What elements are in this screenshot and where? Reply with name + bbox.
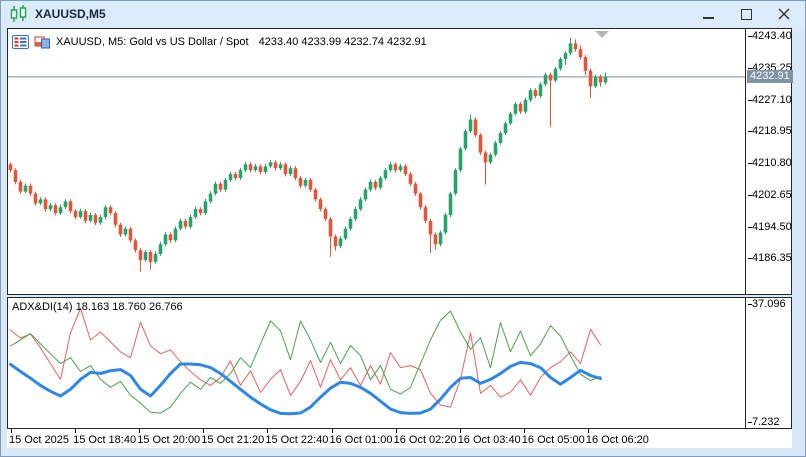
symbol-description: XAUUSD, M5: Gold vs US Dollar / Spot: [56, 36, 249, 48]
indicator-axis[interactable]: 37.096 7.232: [746, 298, 791, 428]
candlestick-chart-icon: [10, 5, 27, 22]
quotes-icon[interactable]: [12, 35, 29, 49]
price-chart-panel: XAUUSD, M5: Gold vs US Dollar / Spot 423…: [7, 28, 793, 295]
indicator-label: ADX&DI(14) 18.163 18.760 26.766: [12, 301, 183, 313]
time-tick: [267, 429, 269, 433]
time-tick: [395, 429, 397, 433]
time-tick-label: 16 Oct 01:00: [329, 434, 393, 446]
charts-icon[interactable]: [34, 35, 51, 49]
indicator-series-ADX: [9, 360, 602, 416]
ohlc-values: 4233.40 4233.99 4232.74 4232.91: [258, 36, 427, 48]
price-tick-label: 4210.80: [748, 157, 792, 170]
time-tick-label: 15 Oct 20:00: [137, 434, 201, 446]
indicator-series--DI: [10, 307, 601, 408]
time-tick-label: 15 Oct 21:20: [201, 434, 265, 446]
time-tick: [459, 429, 461, 433]
indicator-tick-label: 7.232: [748, 415, 780, 428]
window-title: XAUUSD,M5: [35, 7, 106, 21]
price-tick-label: 4202.65: [748, 188, 792, 201]
price-tick-label: 4194.50: [748, 220, 792, 233]
chart-header: XAUUSD, M5: Gold vs US Dollar / Spot 423…: [12, 35, 427, 49]
time-tick: [11, 429, 12, 433]
time-tick: [331, 429, 333, 433]
price-plot-area[interactable]: XAUUSD, M5: Gold vs US Dollar / Spot 423…: [8, 29, 746, 294]
maximize-button[interactable]: [739, 7, 753, 21]
maximize-icon: [740, 8, 752, 20]
current-price-badge: 4232.91: [747, 69, 793, 83]
indicator-plot-area[interactable]: ADX&DI(14) 18.163 18.760 26.766: [8, 298, 746, 428]
price-tick-label: 4186.35: [748, 252, 792, 265]
indicator-series-+DI: [10, 310, 601, 414]
minimize-icon: [702, 16, 714, 19]
time-tick-label: 16 Oct 03:40: [457, 434, 521, 446]
time-tick: [203, 429, 205, 433]
time-axis[interactable]: 15 Oct 2025 15 Oct 18:40 15 Oct 20:00 15 Oc…: [7, 429, 792, 448]
price-tick-label: 4218.95: [748, 125, 792, 138]
close-icon: [778, 8, 790, 20]
price-tick-label: 4227.10: [748, 93, 792, 106]
indicator-panel: ADX&DI(14) 18.163 18.760 26.766 37.096 7.…: [7, 297, 792, 429]
chart-shift-marker: [595, 31, 609, 38]
time-tick-label: 15 Oct 2025: [9, 434, 69, 446]
indicator-tick-label: 37.096: [748, 298, 786, 310]
time-tick-label: 16 Oct 05:00: [521, 434, 585, 446]
time-tick: [75, 429, 77, 433]
time-tick-label: 15 Oct 18:40: [73, 434, 137, 446]
price-tick-label: 4243.40: [748, 30, 792, 42]
title-bar[interactable]: XAUUSD,M5: [1, 1, 805, 27]
time-tick-label: 16 Oct 06:20: [585, 434, 649, 446]
time-tick: [587, 429, 589, 433]
time-tick-label: 16 Oct 02:20: [393, 434, 457, 446]
price-axis[interactable]: 4243.40 4235.25 4227.10 4218.95 4210.80 4202.…: [746, 29, 793, 294]
time-tick: [139, 429, 141, 433]
minimize-button[interactable]: [701, 7, 715, 21]
time-tick: [523, 429, 525, 433]
close-button[interactable]: [777, 7, 791, 21]
time-tick-label: 15 Oct 22:40: [265, 434, 329, 446]
